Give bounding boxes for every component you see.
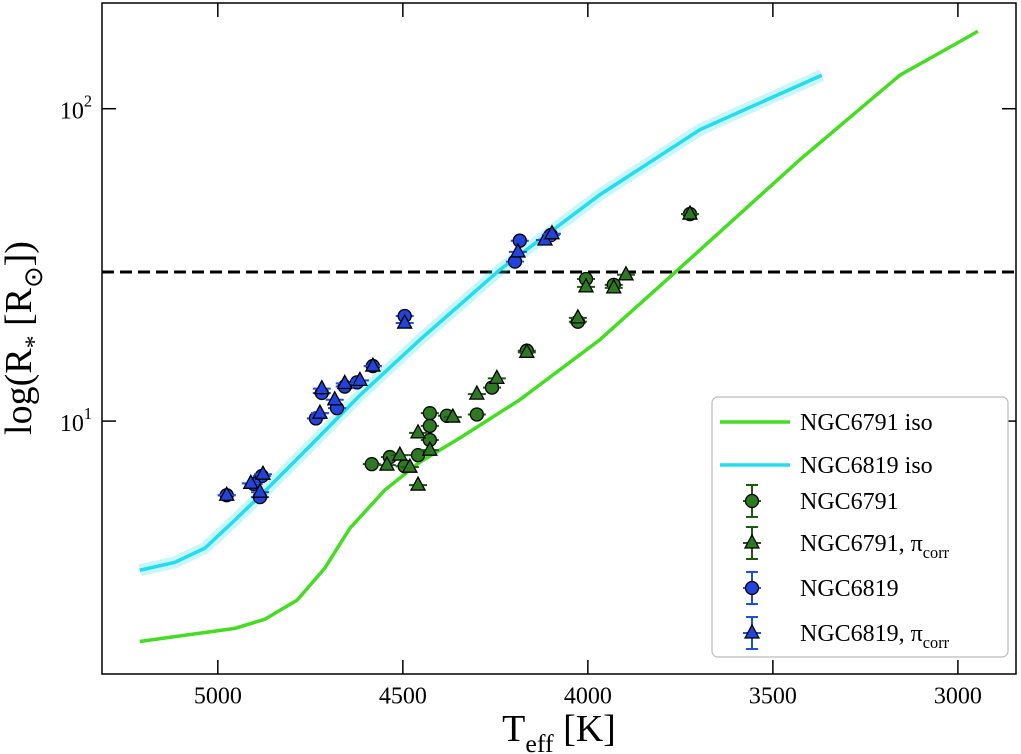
point-group — [310, 403, 329, 419]
point — [744, 580, 760, 596]
point — [396, 313, 413, 329]
legend-label: NGC6791, πcorr — [800, 531, 950, 563]
x-tick-label: 3500 — [749, 684, 797, 710]
point-group — [335, 374, 354, 390]
point-group — [604, 278, 623, 294]
point — [313, 379, 330, 395]
point-group — [517, 342, 536, 358]
point — [364, 457, 379, 472]
y-axis-label: log(R* [R⊙]) — [0, 241, 48, 435]
point — [218, 485, 235, 501]
point — [422, 406, 438, 421]
legend-label: NGC6791 iso — [800, 410, 933, 436]
point-group — [443, 407, 462, 423]
point-group — [467, 384, 486, 400]
x-tick-label: 4000 — [564, 684, 612, 710]
point-group — [420, 440, 439, 456]
point — [364, 356, 381, 372]
point — [351, 371, 369, 387]
point-group — [363, 356, 382, 372]
point-group — [542, 224, 561, 240]
legend-box — [711, 396, 1009, 658]
line — [139, 29, 979, 644]
point-group — [325, 390, 344, 406]
point-group — [510, 233, 529, 248]
point — [421, 440, 438, 456]
point-group — [680, 204, 699, 220]
y-tick-label: 101 — [60, 404, 92, 436]
point — [409, 423, 427, 439]
point — [488, 369, 505, 385]
point-group — [420, 406, 439, 421]
point — [617, 265, 635, 281]
x-tick-label: 3000 — [934, 684, 982, 710]
point-group — [350, 371, 369, 387]
legend-label: NGC6791 — [800, 489, 899, 515]
point-group — [409, 423, 428, 439]
x-axis-label: Teff [K] — [502, 708, 616, 754]
x-tick-label: 4500 — [379, 684, 427, 710]
x-tick-label: 5000 — [194, 684, 242, 710]
legend-label: NGC6819 — [800, 576, 899, 602]
point — [577, 277, 595, 293]
point-group — [487, 369, 506, 385]
point — [543, 224, 561, 240]
point-group — [568, 308, 587, 324]
point-group — [577, 277, 596, 293]
point — [743, 533, 761, 549]
point — [378, 455, 396, 471]
legend: NGC6791 iso NGC6819 iso NGC6791 NGC6791, πc… — [711, 396, 1009, 658]
point-group — [241, 473, 260, 489]
line — [139, 73, 823, 572]
point-group — [395, 313, 414, 329]
point — [509, 242, 527, 258]
point-group — [420, 418, 439, 434]
point-group — [253, 464, 272, 480]
point — [391, 445, 408, 461]
point — [401, 457, 418, 473]
point — [518, 342, 535, 358]
plot-area — [102, 29, 1016, 644]
point — [251, 482, 269, 498]
point-group — [420, 432, 439, 448]
point — [468, 384, 485, 400]
point — [326, 390, 343, 406]
plot-frame — [101, 2, 1017, 675]
point-group — [251, 482, 270, 498]
point-group — [390, 445, 409, 461]
point — [569, 308, 586, 324]
point-group — [409, 475, 428, 491]
point — [605, 278, 622, 294]
point — [422, 418, 438, 434]
point — [444, 407, 461, 423]
point-group — [400, 457, 419, 473]
point — [744, 493, 760, 509]
point-group — [616, 265, 635, 281]
point-group — [508, 242, 527, 258]
point — [336, 374, 353, 390]
point — [681, 204, 699, 220]
point — [311, 403, 329, 419]
point-group — [312, 379, 331, 395]
point-group — [217, 485, 236, 501]
legend-label: NGC6819, πcorr — [800, 621, 950, 653]
point — [512, 233, 527, 248]
point — [242, 473, 259, 489]
y-tick-label: 102 — [60, 92, 92, 124]
point — [254, 464, 272, 480]
point-group — [467, 407, 486, 422]
point — [469, 407, 485, 422]
legend-label: NGC6819 iso — [800, 453, 933, 479]
point — [409, 475, 427, 491]
point-group — [377, 455, 396, 471]
point — [743, 623, 761, 639]
